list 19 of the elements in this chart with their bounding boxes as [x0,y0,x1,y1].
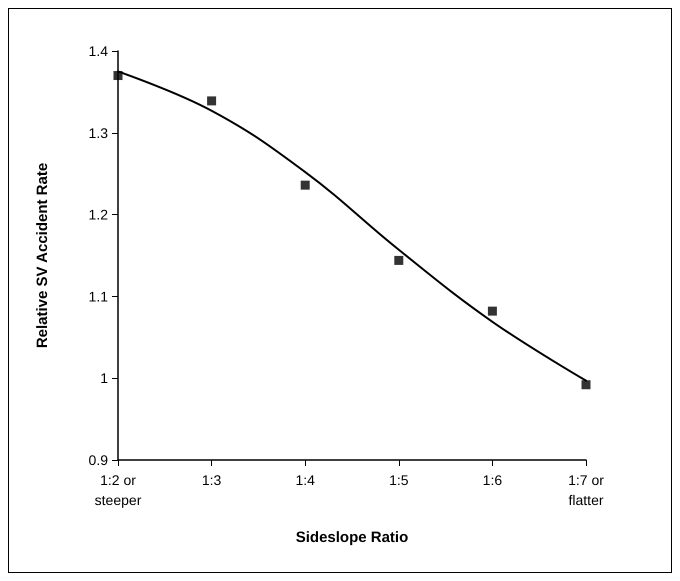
x-tick-label: 1:4 [295,472,316,488]
y-tick-label: 1.2 [88,206,108,223]
x-axis-title: Sideslope Ratio [296,529,408,546]
y-axis-title: Relative SV Accident Rate [34,162,51,348]
x-tick-label: 1:5 [389,472,409,488]
point [300,180,310,190]
y-tick-label: 0.9 [88,452,108,468]
x-tick-label: 1:2 or steeper [94,472,142,508]
point [488,306,497,316]
y-tick-label: 1.1 [88,288,108,304]
point [394,256,404,265]
point [582,380,590,390]
point [207,96,216,106]
y-tick-label: 1 [100,370,108,386]
y-tick-label: 1.3 [88,124,108,141]
x-tick-label: 1:7 or flatter [568,472,604,508]
x-tick-label: 1:6 [482,472,502,488]
y-tick-label: 1.4 [88,43,108,59]
x-tick-label: 1:3 [202,472,222,488]
